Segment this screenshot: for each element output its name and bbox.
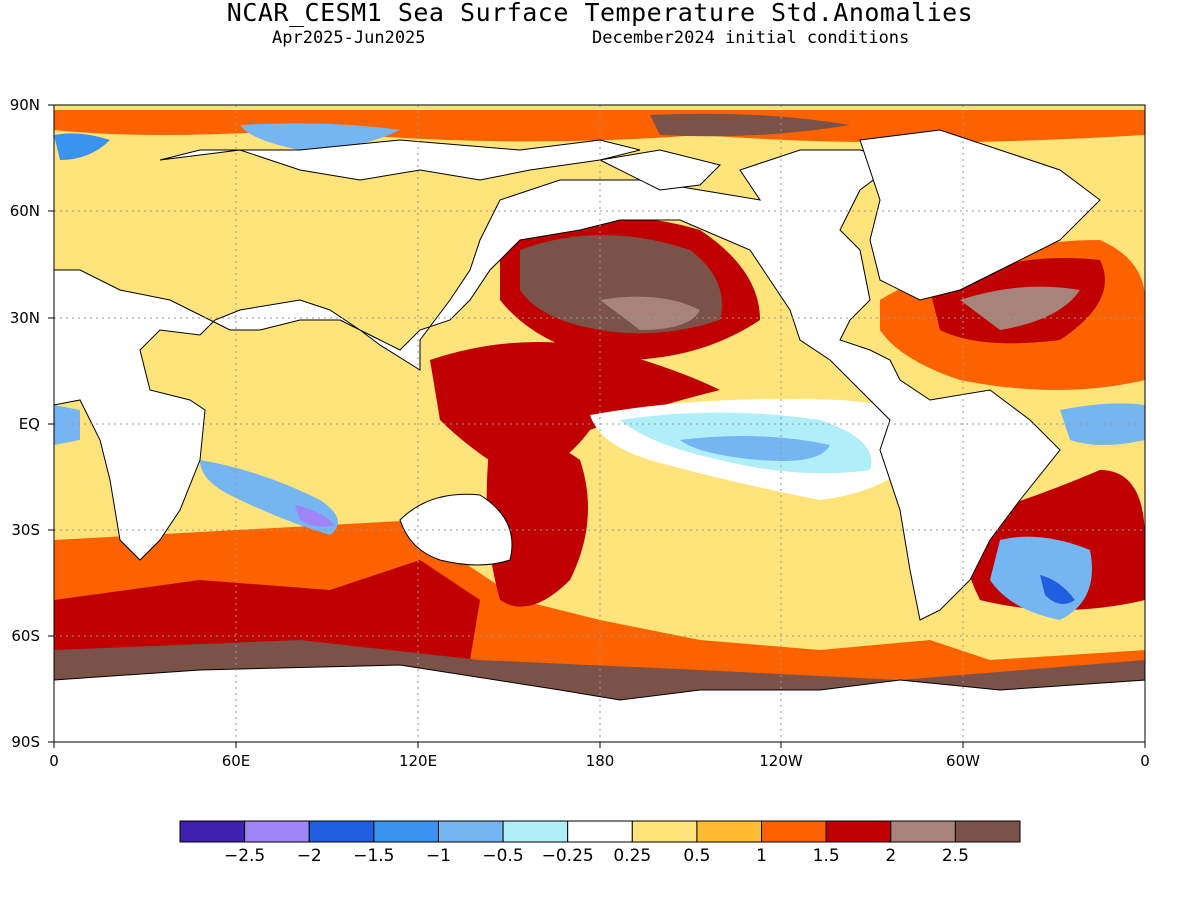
colorbar-swatch (696, 820, 763, 843)
equatorial-pacific-cool-core (680, 436, 830, 461)
initial-conditions: December2024 initial conditions (592, 28, 910, 48)
colorbar-label: 2.5 (942, 846, 969, 866)
colorbar-swatch (567, 820, 633, 843)
colorbar-label: −0.5 (482, 846, 523, 866)
lat-label-30n: 30N (10, 309, 40, 327)
arctic-strong-patch (650, 113, 850, 137)
colorbar-label: −2.5 (224, 846, 265, 866)
colorbar-label: −2 (297, 846, 322, 866)
lon-label-0-east: 0 (1140, 752, 1150, 770)
lon-label-60e: 60E (222, 752, 251, 770)
lat-label-90s: 90S (11, 733, 40, 751)
colorbar-swatch (890, 820, 956, 843)
equatorial-atlantic-cool (1060, 403, 1145, 445)
colorbar-label: 0.25 (613, 846, 651, 866)
graticule (54, 105, 1145, 742)
colorbar-label: −0.25 (542, 846, 594, 866)
landmass-outline (54, 149, 1061, 621)
lon-label-120w: 120W (759, 752, 803, 770)
north-atlantic-core (960, 286, 1080, 330)
lon-label-120e: 120E (399, 752, 437, 770)
continents (54, 129, 1145, 742)
colorbar-swatch (308, 820, 375, 843)
north-pacific-core (600, 296, 700, 330)
colorbar-label: 1 (756, 846, 767, 866)
lon-label-180: 180 (586, 752, 615, 770)
colorbar-swatch (244, 820, 310, 843)
colorbar-swatch (761, 820, 827, 843)
lat-label-eq: EQ (19, 415, 40, 433)
colorbar-swatch (437, 820, 504, 843)
gulf-of-guinea-cool (54, 405, 80, 445)
colorbar-swatch (179, 820, 246, 843)
colorbar-label: −1.5 (353, 846, 394, 866)
lat-label-60n: 60N (10, 202, 40, 220)
arctic-warm-band (54, 110, 1145, 143)
north-america-east (859, 129, 1101, 301)
lat-label-90n: 90N (10, 96, 40, 114)
antarctica (54, 664, 1145, 742)
forecast-period: Apr2025-Jun2025 (272, 28, 426, 48)
arctic-cool-patch (240, 123, 400, 150)
south-indian-warm-patch (54, 560, 480, 670)
lon-label-0: 0 (49, 752, 59, 770)
colorbar-swatch (954, 820, 1021, 843)
lat-label-30s: 30S (11, 521, 40, 539)
southwest-pacific-warm (486, 437, 588, 607)
south-atlantic-cool-core (1040, 575, 1075, 604)
colorbar-label: 0.5 (683, 846, 710, 866)
map-title: NCAR_CESM1 Sea Surface Temperature Std.A… (226, 0, 974, 27)
cool-anomaly-regions (54, 123, 1145, 620)
axis-ticks (48, 104, 1146, 748)
lat-label-60s: 60S (11, 627, 40, 645)
colorbar-swatch (502, 820, 569, 843)
colorbar-swatch (373, 820, 439, 843)
latitude-labels: 90N 60N 30N EQ 30S 60S 90S (10, 96, 40, 751)
east-siberia (598, 149, 721, 191)
colorbar-label: 1.5 (813, 846, 840, 866)
colorbar-swatch (631, 820, 698, 843)
longitude-labels: 0 60E 120E 180 120W 60W 0 (49, 752, 1150, 770)
south-indian-cool-core (295, 505, 335, 527)
colorbar: −2.5 −2 −1.5 −1 −0.5 −0.25 0.25 0.5 1 1.5 2 2.5 (179, 820, 1021, 866)
colorbar-label: 2 (885, 846, 896, 866)
colorbar-label: −1 (426, 846, 451, 866)
norwegian-sea-cool (54, 133, 110, 160)
lon-label-60w: 60W (946, 752, 980, 770)
colorbar-swatch (825, 820, 892, 843)
